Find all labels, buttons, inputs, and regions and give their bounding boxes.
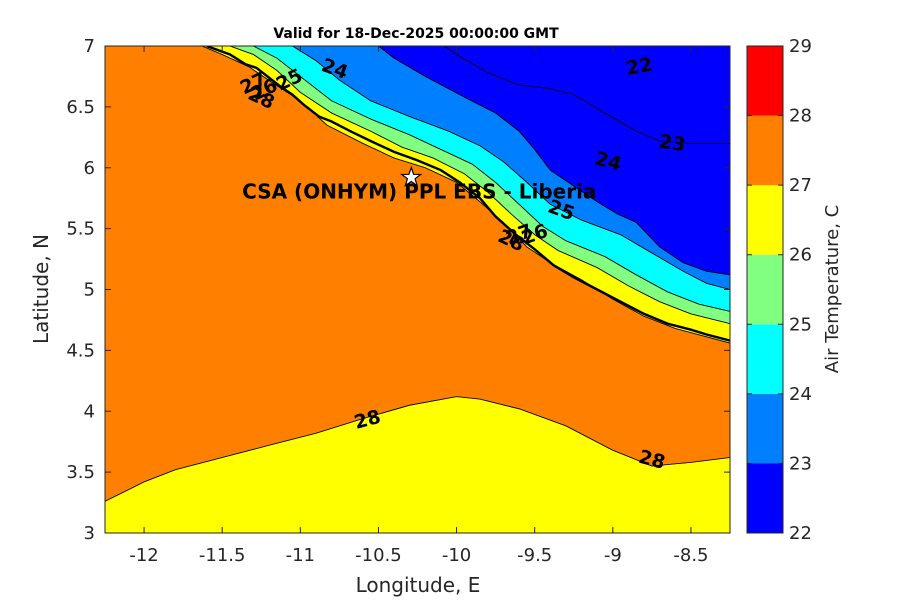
y-axis: 3 3.5 4 4.5 5 5.5 6 6.5 7 — [66, 36, 730, 544]
plot-title: Valid for 18-Dec-2025 00:00:00 GMT — [273, 26, 559, 42]
site-marker-group: CSA (ONHYM) PPL EBS - Liberia — [242, 165, 596, 204]
colorbar-frame — [746, 45, 784, 534]
x-tick-label: -9.5 — [517, 545, 552, 566]
site-star-icon — [399, 165, 423, 188]
y-tick-label: 3 — [84, 523, 95, 544]
colorbar-band-24 — [747, 324, 783, 394]
y-tick-label: 6 — [84, 158, 95, 179]
colorbar-band-25 — [747, 254, 783, 325]
y-tick-label: 4 — [84, 401, 95, 422]
contour-label-1: 23 — [658, 131, 687, 156]
colorbar-tick-label: 26 — [789, 245, 812, 266]
y-tick-label: 3.5 — [66, 462, 95, 483]
site-label: CSA (ONHYM) PPL EBS - Liberia — [242, 180, 596, 204]
y-tick-label: 5 — [84, 280, 95, 301]
contour-line-south-warm-27 — [105, 396, 730, 533]
colorbar-tick-label: 24 — [789, 384, 812, 405]
colorbar-tick-label: 28 — [789, 106, 812, 127]
colorbar-tick-label: 27 — [789, 175, 812, 196]
x-tick-label: -12 — [129, 545, 158, 566]
colorbar-label: Air Temperature, C — [822, 205, 843, 373]
y-tick-label: 7 — [84, 36, 95, 57]
x-tick-label: -8.5 — [673, 545, 708, 566]
x-tick-label: -10 — [442, 545, 471, 566]
colorbar: 22 23 24 25 26 27 28 29 — [746, 36, 812, 544]
x-tick-label: -9 — [604, 545, 622, 566]
x-axis: -12 -11.5 -11 -10.5 -10 -9.5 -9 -8.5 — [129, 46, 709, 566]
colorbar-band-28 — [747, 46, 783, 116]
colorbar-tick-label: 29 — [789, 36, 812, 57]
y-tick-label: 5.5 — [66, 219, 95, 240]
contour-label-0: 22 — [624, 54, 654, 80]
x-tick-label: -10.5 — [355, 545, 402, 566]
colorbar-tick-label: 23 — [789, 453, 812, 474]
contour-line-offshore-cold-22 — [443, 46, 730, 144]
y-tick-label: 6.5 — [66, 97, 95, 118]
x-tick-label: -11 — [286, 545, 315, 566]
colorbar-tick-label: 25 — [789, 314, 812, 335]
colorbar-band-22 — [747, 463, 783, 533]
x-tick-label: -11.5 — [199, 545, 246, 566]
colorbar-tick-label: 22 — [789, 523, 812, 544]
y-tick-label: 4.5 — [66, 340, 95, 361]
y-axis-label: Latitude, N — [29, 234, 53, 344]
colorbar-band-26 — [747, 185, 783, 255]
x-axis-label: Longitude, E — [356, 573, 481, 597]
temperature-contour-fills — [105, 46, 730, 533]
colorbar-band-27 — [747, 115, 783, 186]
colorbar-band-23 — [747, 393, 783, 464]
coastline — [206, 46, 730, 342]
